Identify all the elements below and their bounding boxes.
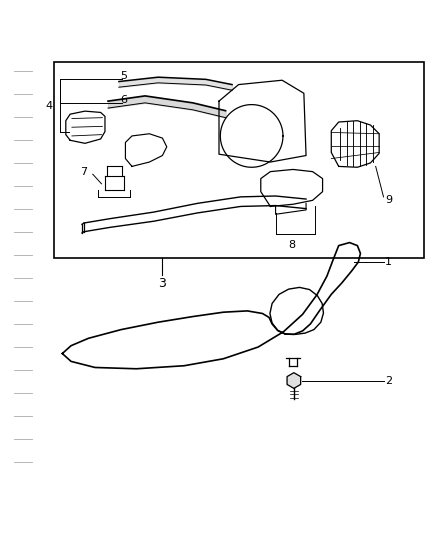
Text: 4: 4	[46, 101, 53, 111]
Text: 2: 2	[385, 376, 392, 385]
Text: 8: 8	[289, 239, 296, 249]
Text: 5: 5	[120, 71, 127, 81]
Text: 7: 7	[81, 167, 88, 177]
Text: 3: 3	[159, 277, 166, 290]
FancyBboxPatch shape	[53, 62, 424, 258]
Text: 6: 6	[120, 95, 127, 105]
Polygon shape	[287, 373, 300, 389]
Text: 1: 1	[385, 257, 392, 267]
Text: 9: 9	[385, 195, 392, 205]
